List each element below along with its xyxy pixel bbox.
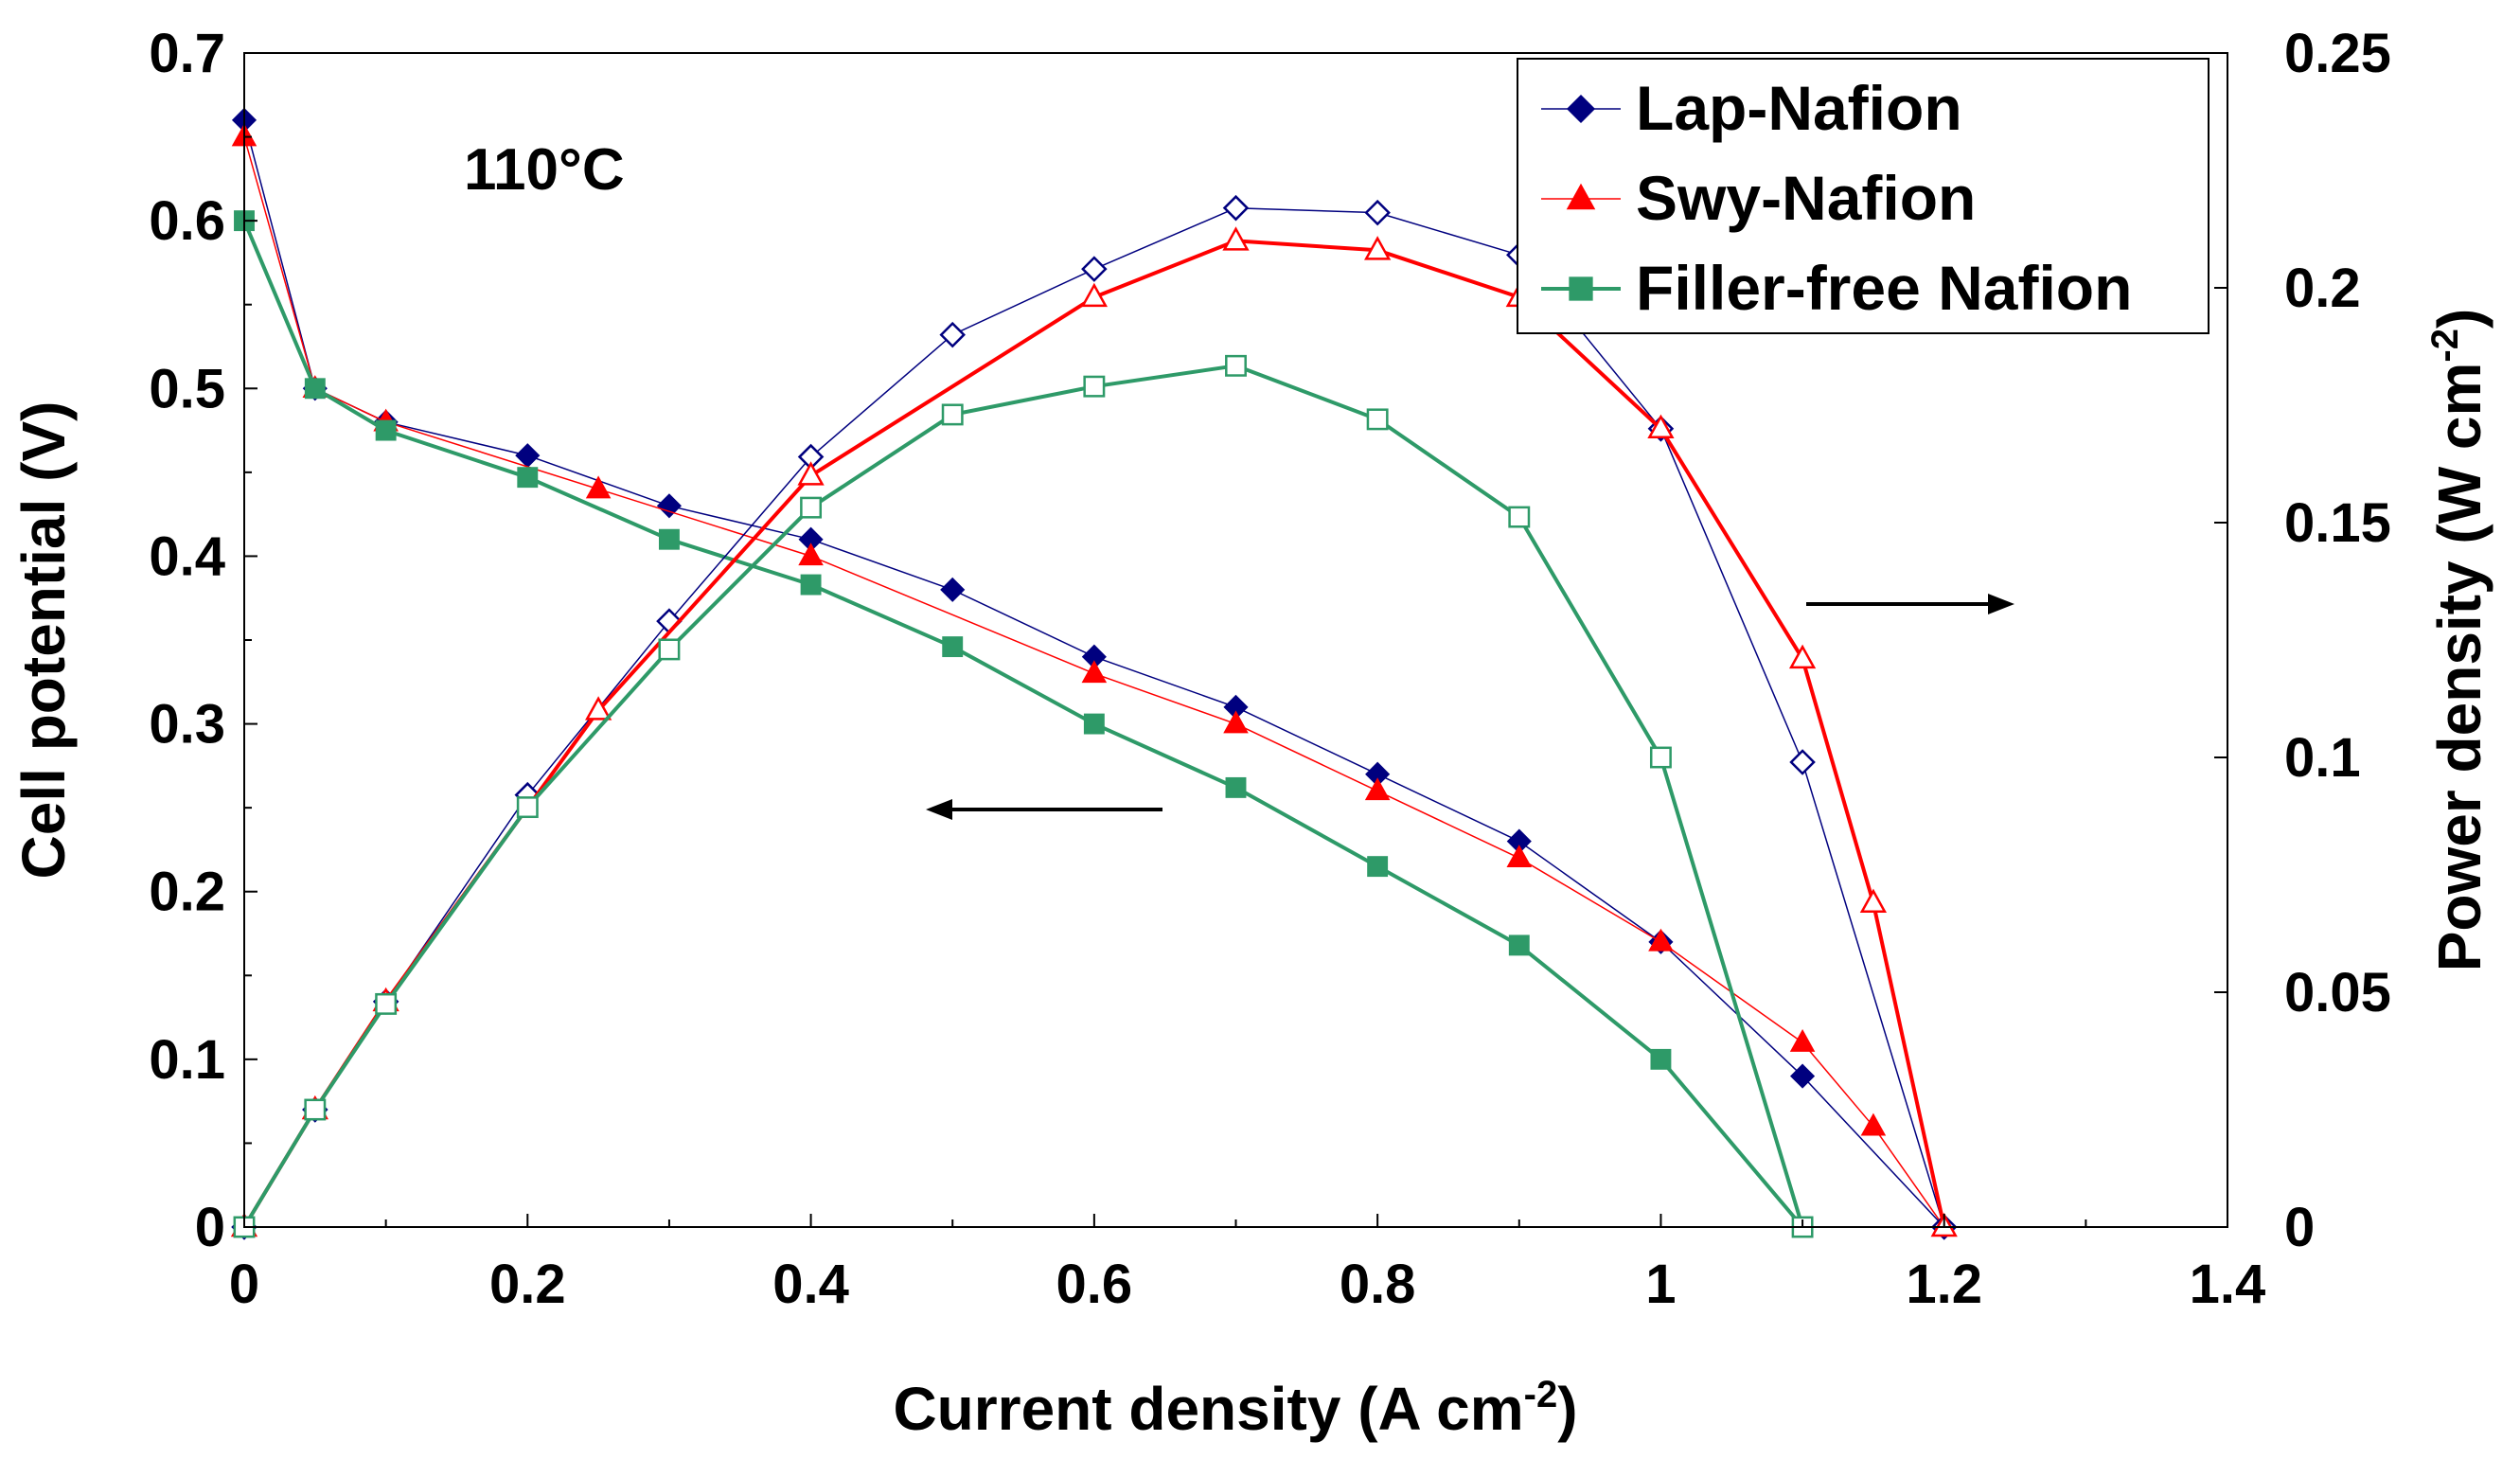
data-point-swy [798,543,824,566]
data-point-swy_power [1647,414,1675,439]
legend: Lap-Nafion Swy-Nafion Filler-free Nafion [1517,58,2209,334]
data-point-free_power [800,496,823,519]
legend-marker-lap [1566,94,1596,124]
data-point-free [800,574,822,596]
data-point-swy [585,475,612,499]
data-point-free [658,528,680,550]
left-arrow-head [926,799,952,820]
y-tick-label: 0.7 [149,23,225,84]
y-tick-label: 0.6 [149,190,225,252]
data-point-free_power [516,796,539,819]
data-point-free_power [1508,506,1531,528]
x-tick-label: 0.8 [1340,1254,1416,1315]
data-point-swy [1364,777,1391,801]
x-tick-label: 1.2 [1906,1254,1982,1315]
legend-samples [1541,94,1621,301]
x-tick-label: 1 [1645,1254,1676,1315]
data-point-free_power [1649,746,1672,769]
y2-tick-label: 0.25 [2284,23,2391,84]
y2-tick-label: 0.1 [2284,727,2361,789]
legend-marker-swy [1566,183,1596,210]
y2-axis-label: Power density (W cm-2) [2424,309,2493,972]
data-point-free [1508,934,1530,956]
data-point-swy_power [1364,236,1392,260]
data-point-lap [1790,1063,1816,1089]
right-arrow [1806,594,2014,614]
data-point-swy [1223,710,1249,734]
y-tick-label: 0.4 [149,525,225,587]
legend-label-swy-nafion: Swy-Nafion [1636,163,1976,233]
data-point-lap_power [1081,256,1108,282]
data-point-lap_power [939,321,966,348]
data-point-free [304,378,326,400]
data-point-lap [940,577,966,602]
x-tick-label: 0 [229,1254,259,1315]
data-point-free [1083,713,1105,735]
data-point-swy_power [1080,282,1108,308]
axis-ticks [243,52,2228,1228]
data-point-lap_power [1789,749,1816,775]
x-tick-label: 1.4 [2190,1254,2266,1315]
data-point-swy_power [797,461,825,486]
y2-axis-label-main: Power density (W cm [2425,363,2493,972]
x-tick-label: 0.6 [1056,1254,1133,1315]
series-layer [230,107,1958,1240]
legend-label-filler-free-nafion: Filler-free Nafion [1636,253,2132,323]
data-point-swy_power [1788,644,1817,669]
data-point-free_power [375,992,398,1015]
data-point-free_power [1225,354,1247,377]
data-point-swy [1860,1112,1887,1136]
y2-axis-label-superscript: -2 [2424,329,2466,363]
y2-tick-label: 0.05 [2284,962,2391,1023]
x-axis-label-superscript: -2 [1524,1374,1558,1415]
right-arrow-head [1988,594,2014,614]
y-tick-label: 0.2 [149,862,225,923]
data-point-free_power [1366,408,1389,431]
data-point-swy_power [1859,888,1888,914]
data-point-swy [1648,928,1674,952]
y-tick-label: 0.1 [149,1029,225,1091]
y-tick-label: 0.3 [149,694,225,756]
data-point-free_power [304,1098,327,1121]
data-point-free_power [658,638,681,661]
data-point-swy [1789,1028,1816,1052]
data-point-swy_power [584,696,612,721]
legend-marker-free [1569,276,1593,301]
data-point-swy_power [1222,226,1250,251]
x-axis-label: Current density (A cm-2) [893,1374,1577,1443]
series-free_power [233,354,1814,1238]
axis-tick-labels: 0 0.2 0.4 0.6 0.8 1 1.2 1.4 0 0.1 0.2 0.3 0.4 0.5 0.6 0… [149,23,2391,1315]
legend-box [1517,58,2209,334]
y2-tick-label: 0.2 [2284,258,2361,319]
x-axis-label-end: ) [1557,1375,1577,1443]
data-point-free_power [941,403,964,426]
y-axis-label: Cell potential (V) [9,401,78,880]
y2-tick-label: 0 [2284,1197,2315,1258]
data-point-lap_power [1222,194,1250,222]
data-point-free [1367,856,1389,878]
data-point-free [1650,1048,1672,1070]
data-point-lap [656,493,682,519]
temperature-annotation: 110°C [464,137,625,203]
data-point-swy [1081,660,1108,684]
data-point-free [375,419,397,441]
y2-tick-label: 0.15 [2284,492,2391,554]
data-point-lap_power [1364,199,1391,226]
y-tick-label: 0 [195,1197,225,1258]
x-tick-label: 0.2 [489,1254,566,1315]
x-tick-label: 0.4 [772,1254,849,1315]
data-point-free [517,467,539,489]
x-axis-label-main: Current density (A cm [893,1375,1523,1443]
data-point-swy [1506,845,1533,868]
left-arrow [926,799,1162,820]
y2-axis-label-end: ) [2425,309,2493,329]
y-tick-label: 0.5 [149,358,225,419]
legend-label-lap-nafion: Lap-Nafion [1636,73,1962,143]
data-point-free [942,636,964,658]
data-point-free_power [1083,375,1106,398]
series-line-lap [243,119,1945,1228]
data-point-free [1225,776,1247,798]
